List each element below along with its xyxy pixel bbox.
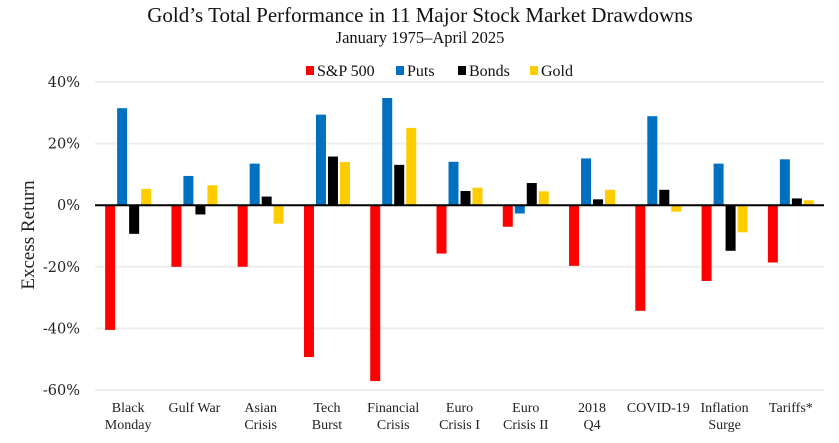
y-tick-label: -60% [43, 383, 80, 399]
bar-gold [605, 189, 616, 206]
bar-bonds [261, 196, 272, 206]
category-label: Inflation [700, 401, 748, 416]
bar-bonds [327, 156, 338, 206]
bar-s-p-500 [303, 205, 314, 358]
bar-puts [779, 159, 790, 206]
bar-gold [803, 200, 814, 206]
y-axis-label: Excess Return [18, 180, 39, 290]
category-label: Crisis II [503, 418, 549, 433]
legend-label: Puts [407, 63, 435, 80]
bar-gold [472, 187, 483, 206]
bar-puts [382, 98, 393, 206]
category-label: Financial [367, 401, 419, 416]
bar-s-p-500 [370, 205, 381, 382]
bar-bonds [659, 189, 670, 206]
bar-s-p-500 [105, 205, 116, 330]
category-label: COVID-19 [627, 401, 690, 416]
category-label: Surge [708, 418, 740, 433]
bar-s-p-500 [171, 205, 182, 267]
y-axis-ticks: 40% 20% 0% -20% -40% -60% [43, 75, 80, 399]
category-label: Monday [105, 418, 152, 433]
bar-bonds [593, 199, 604, 206]
category-label: Crisis I [439, 418, 480, 433]
bar-bonds [129, 205, 140, 234]
bar-s-p-500 [767, 205, 778, 263]
category-label: Euro [446, 401, 473, 416]
bar-bonds [195, 205, 206, 215]
bar-bonds [725, 205, 736, 251]
category-label: Asian [244, 401, 277, 416]
category-label: Q4 [583, 418, 600, 433]
legend-label: Gold [541, 63, 573, 80]
category-label: Crisis [377, 418, 410, 433]
bar-s-p-500 [436, 205, 447, 254]
bar-gold [406, 127, 417, 206]
category-labels: Black Monday Gulf War Asian Crisis Tech Burst F… [105, 401, 813, 433]
y-tick-label: 0% [57, 198, 80, 214]
bar-puts [581, 158, 592, 206]
category-label: Crisis [244, 418, 277, 433]
bar-s-p-500 [635, 205, 646, 311]
category-label: Euro [512, 401, 539, 416]
bar-puts [249, 163, 260, 206]
chart-subtitle: January 1975–April 2025 [336, 28, 505, 47]
y-tick-label: 40% [48, 75, 80, 91]
bar-gold [671, 205, 682, 212]
bar-gold [273, 205, 284, 224]
bar-bonds [526, 183, 537, 206]
bar-bonds [791, 198, 802, 206]
y-tick-label: -20% [43, 260, 80, 276]
legend-label: Bonds [469, 63, 510, 80]
legend-swatch [396, 66, 404, 75]
bar-gold [141, 188, 152, 206]
category-label: Burst [312, 418, 342, 433]
chart-title: Gold’s Total Performance in 11 Major Sto… [147, 3, 693, 27]
bar-bonds [394, 164, 405, 206]
category-label: Tech [313, 401, 340, 416]
bar-puts [647, 116, 658, 206]
bar-puts [117, 108, 128, 206]
category-label: 2018 [578, 401, 606, 416]
bar-s-p-500 [701, 205, 712, 281]
bar-gold [339, 162, 350, 206]
bar-puts [183, 175, 194, 206]
bar-puts [514, 205, 525, 214]
bars [105, 98, 814, 382]
legend: S&P 500 Puts Bonds Gold [306, 63, 573, 80]
bar-gold [538, 191, 549, 206]
category-label: Tariffs* [769, 401, 813, 416]
legend-label: S&P 500 [317, 63, 375, 80]
legend-swatch [458, 66, 466, 75]
legend-swatch [306, 66, 314, 75]
bar-bonds [460, 191, 471, 206]
bar-gold [737, 205, 748, 233]
y-tick-label: 20% [48, 137, 80, 153]
bar-puts [315, 114, 326, 206]
bar-s-p-500 [502, 205, 513, 227]
bar-puts [448, 161, 459, 206]
bar-gold [207, 185, 218, 206]
category-label: Black [112, 401, 145, 416]
bar-puts [713, 163, 724, 206]
bar-s-p-500 [237, 205, 248, 267]
category-label: Gulf War [168, 401, 220, 416]
bar-s-p-500 [569, 205, 580, 266]
legend-swatch [530, 66, 538, 75]
gridlines [95, 81, 824, 391]
y-tick-label: -40% [43, 321, 80, 337]
